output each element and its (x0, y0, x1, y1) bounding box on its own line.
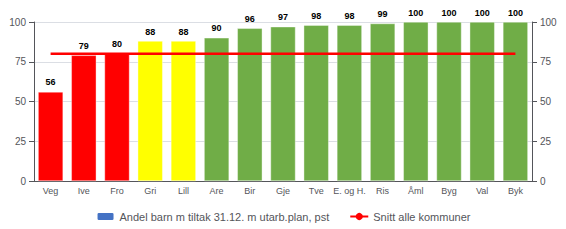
svg-text:Lill: Lill (178, 186, 189, 196)
svg-text:Bir: Bir (244, 186, 255, 196)
svg-text:50: 50 (540, 96, 552, 107)
svg-text:E. og H.: E. og H. (333, 186, 366, 196)
svg-text:88: 88 (145, 27, 155, 37)
svg-text:98: 98 (311, 11, 321, 21)
svg-text:Byk: Byk (508, 186, 524, 196)
svg-text:56: 56 (46, 77, 56, 87)
svg-text:100: 100 (475, 8, 490, 18)
svg-text:100: 100 (540, 17, 557, 28)
svg-text:0: 0 (540, 176, 546, 187)
svg-text:Veg: Veg (43, 186, 59, 196)
svg-text:Åml: Åml (408, 186, 424, 196)
svg-text:0: 0 (20, 176, 26, 187)
svg-text:99: 99 (378, 9, 388, 19)
svg-text:25: 25 (540, 136, 552, 147)
svg-text:Ris: Ris (376, 186, 389, 196)
svg-text:88: 88 (178, 27, 188, 37)
svg-text:98: 98 (344, 11, 354, 21)
svg-text:100: 100 (508, 8, 523, 18)
svg-text:Val: Val (476, 186, 488, 196)
svg-text:25: 25 (15, 136, 27, 147)
svg-text:100: 100 (441, 8, 456, 18)
svg-text:100: 100 (9, 17, 26, 28)
svg-text:50: 50 (15, 96, 27, 107)
svg-text:Fro: Fro (110, 186, 124, 196)
svg-text:Gri: Gri (144, 186, 156, 196)
svg-text:75: 75 (15, 56, 27, 67)
svg-text:100: 100 (408, 8, 423, 18)
svg-text:Tve: Tve (309, 186, 324, 196)
svg-text:96: 96 (245, 14, 255, 24)
svg-text:Snitt alle kommuner: Snitt alle kommuner (373, 211, 471, 223)
svg-text:Gje: Gje (276, 186, 290, 196)
svg-text:97: 97 (278, 12, 288, 22)
svg-text:75: 75 (540, 56, 552, 67)
svg-text:Ive: Ive (78, 186, 90, 196)
svg-text:80: 80 (112, 39, 122, 49)
svg-text:Are: Are (210, 186, 224, 196)
svg-text:Byg: Byg (441, 186, 457, 196)
svg-text:90: 90 (212, 23, 222, 33)
svg-text:Andel barn m tiltak 31.12. m u: Andel barn m tiltak 31.12. m utarb.plan,… (120, 211, 330, 223)
svg-text:79: 79 (79, 41, 89, 51)
